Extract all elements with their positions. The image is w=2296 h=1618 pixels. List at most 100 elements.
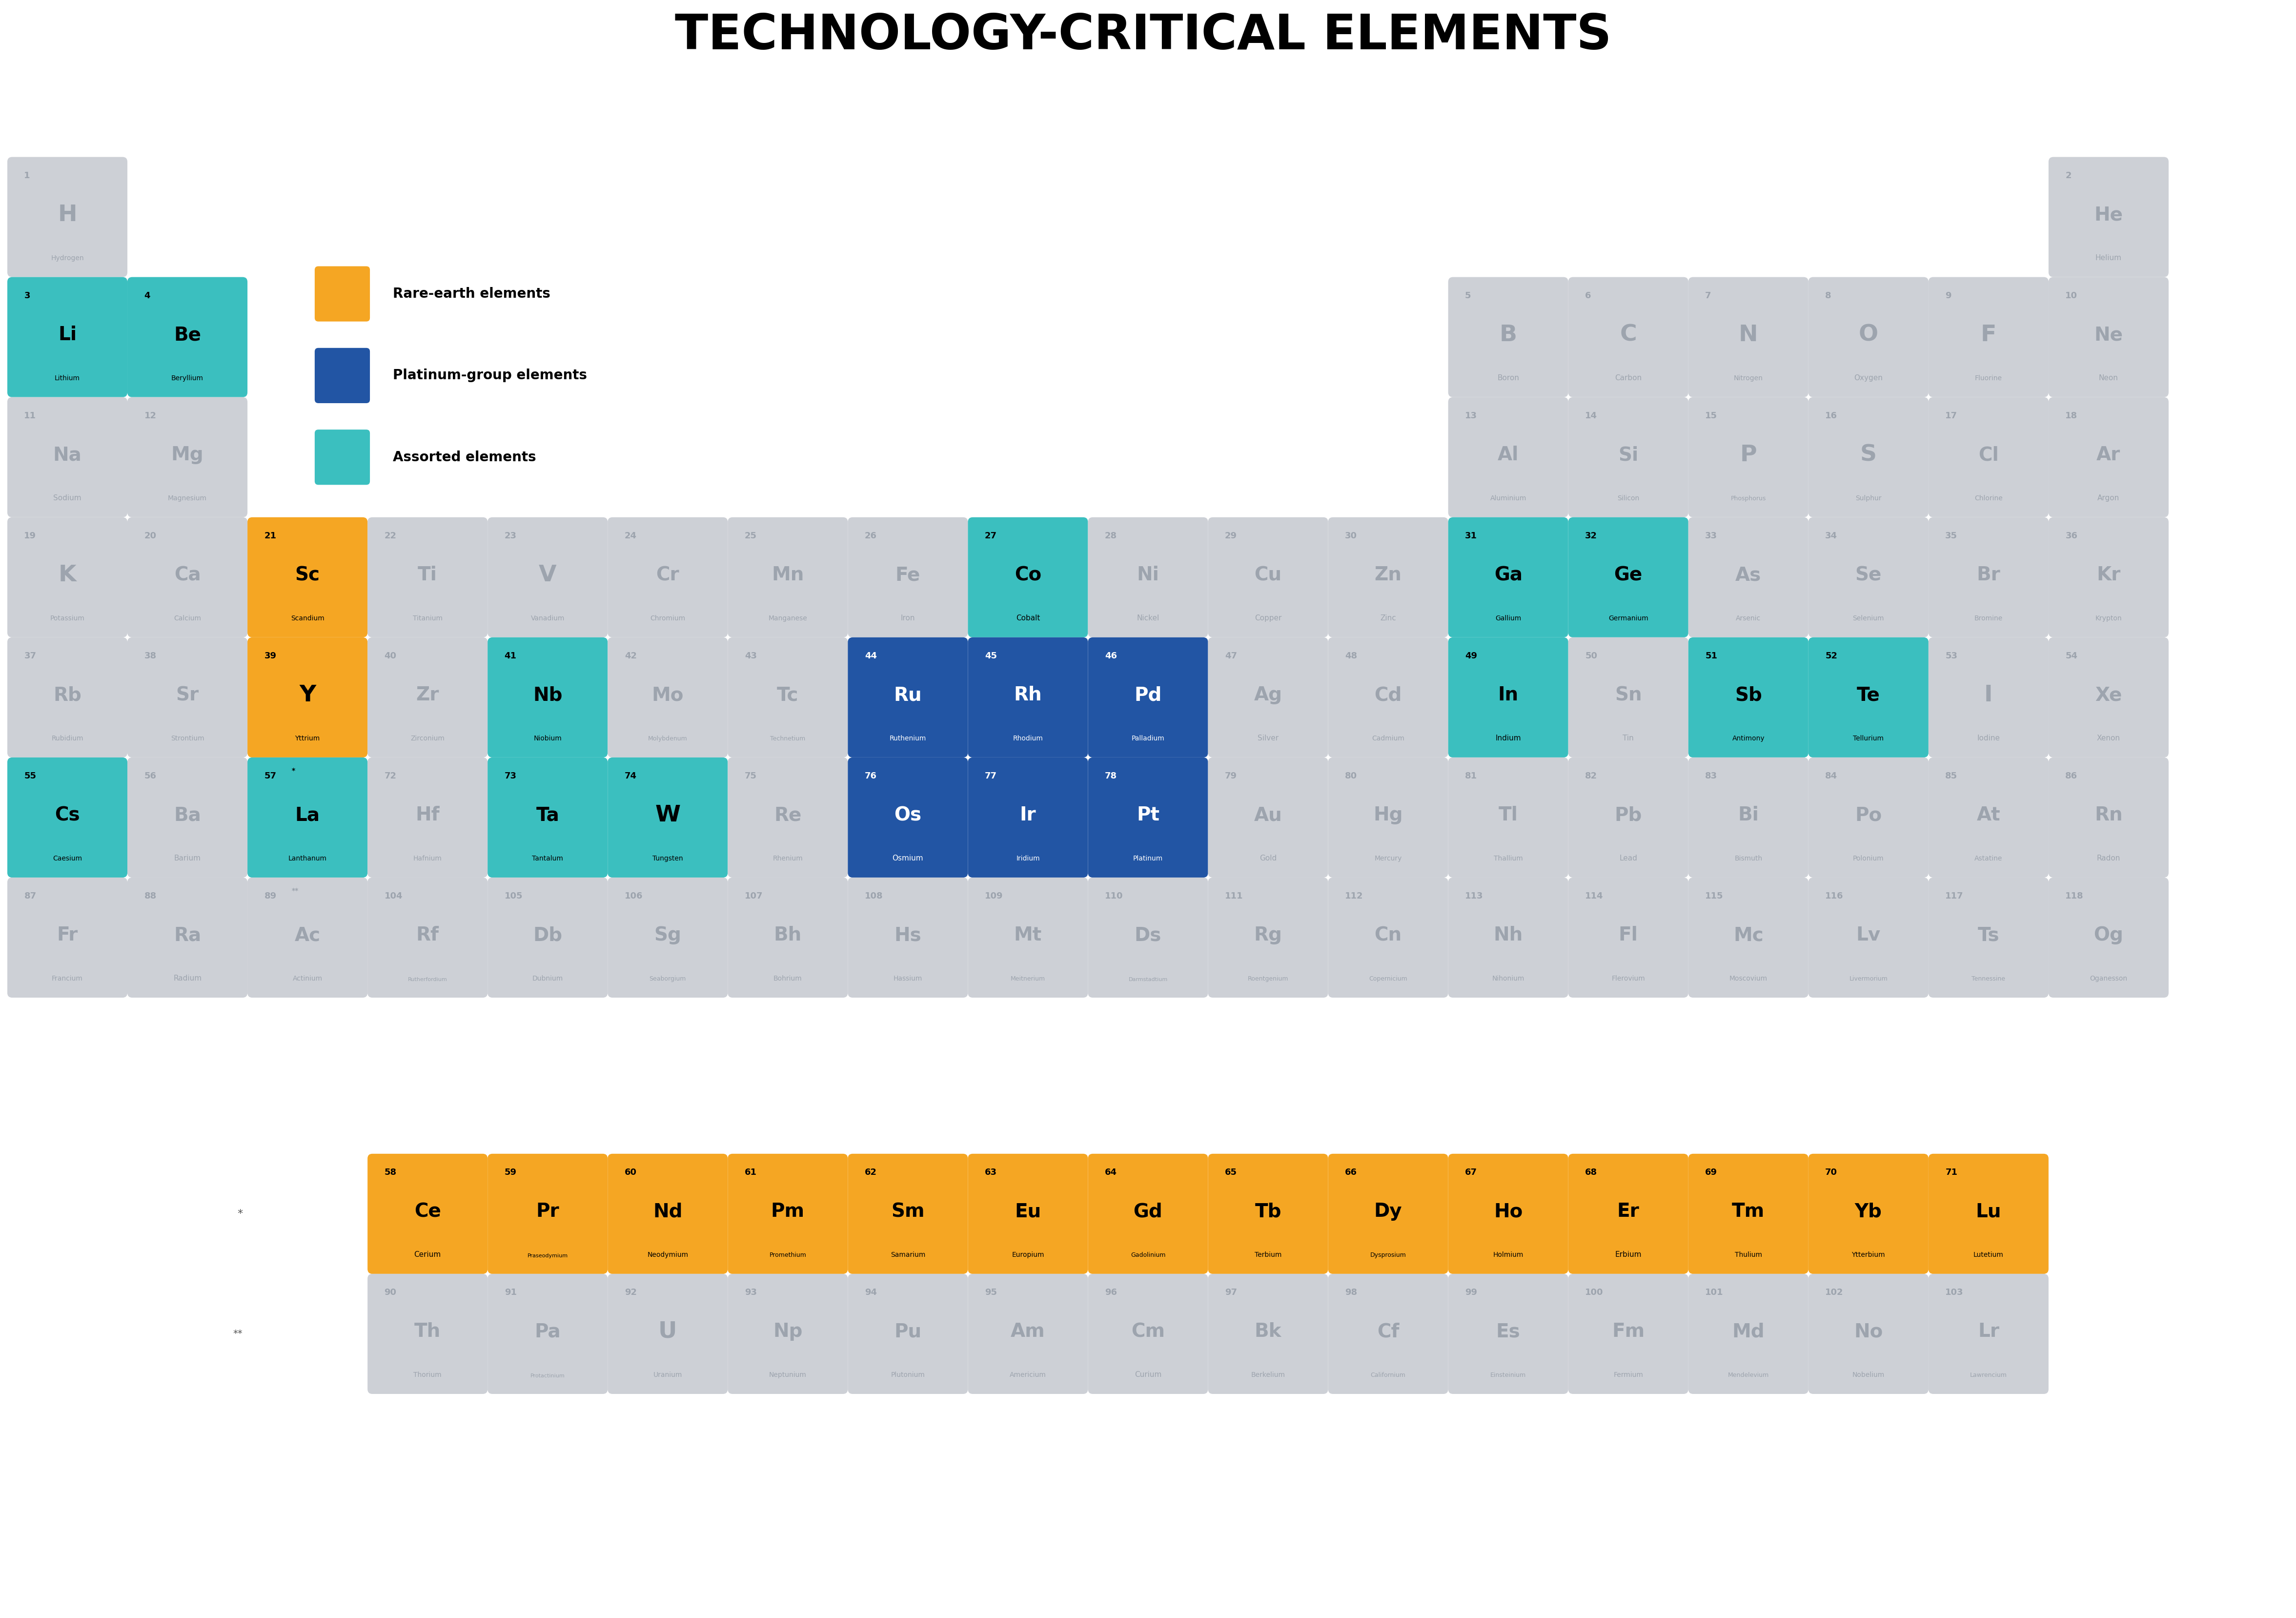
FancyBboxPatch shape [1929,1154,2048,1273]
FancyBboxPatch shape [126,877,248,998]
Text: Ta: Ta [535,806,560,825]
FancyBboxPatch shape [1327,757,1449,877]
FancyBboxPatch shape [1809,757,1929,877]
FancyBboxPatch shape [1929,1273,2048,1395]
Text: 33: 33 [1706,532,1717,540]
Text: Tin: Tin [1623,735,1635,741]
Text: Polonium: Polonium [1853,854,1885,862]
Text: Pa: Pa [535,1322,560,1341]
Text: 101: 101 [1706,1288,1724,1298]
Text: Erbium: Erbium [1614,1251,1642,1259]
Text: Zirconium: Zirconium [411,735,445,741]
Text: Nickel: Nickel [1137,615,1159,621]
FancyBboxPatch shape [1088,757,1208,877]
FancyBboxPatch shape [367,1154,487,1273]
Text: Ho: Ho [1495,1202,1522,1222]
FancyBboxPatch shape [2048,518,2170,637]
Text: Francium: Francium [53,976,83,982]
FancyBboxPatch shape [248,877,367,998]
FancyBboxPatch shape [1809,877,1929,998]
Text: 17: 17 [1945,411,1958,421]
Text: Nitrogen: Nitrogen [1733,375,1763,382]
FancyBboxPatch shape [1929,637,2048,757]
FancyBboxPatch shape [1568,757,1688,877]
Text: *: * [292,767,296,773]
Text: 93: 93 [744,1288,758,1298]
Text: 66: 66 [1345,1168,1357,1176]
Text: Yttrium: Yttrium [294,735,319,741]
Text: Se: Se [1855,566,1883,584]
FancyBboxPatch shape [1449,757,1568,877]
Text: Boron: Boron [1497,374,1520,382]
Text: Er: Er [1616,1202,1639,1222]
Text: Ga: Ga [1495,566,1522,584]
Text: 110: 110 [1104,892,1123,901]
Text: Potassium: Potassium [51,615,85,621]
FancyBboxPatch shape [728,1273,847,1395]
FancyBboxPatch shape [1568,396,1688,518]
Text: Fr: Fr [57,925,78,945]
Text: 50: 50 [1584,652,1598,660]
Text: Praseodymium: Praseodymium [528,1254,567,1259]
Text: Sg: Sg [654,925,682,945]
Text: Rg: Rg [1254,925,1281,945]
Text: Rutherfordium: Rutherfordium [409,977,448,982]
Text: Ti: Ti [418,566,436,584]
FancyBboxPatch shape [1568,1273,1688,1395]
Text: Iodine: Iodine [1977,735,2000,741]
Text: Californium: Californium [1371,1372,1405,1379]
Text: 75: 75 [744,772,758,780]
FancyBboxPatch shape [1208,637,1327,757]
Text: Ar: Ar [2096,445,2122,464]
FancyBboxPatch shape [1327,1273,1449,1395]
Text: Rh: Rh [1015,686,1042,704]
Text: U: U [659,1320,677,1343]
Text: Thorium: Thorium [413,1372,441,1379]
Text: Es: Es [1497,1322,1520,1341]
Text: Osmium: Osmium [893,854,923,862]
Text: 102: 102 [1825,1288,1844,1298]
Text: Cu: Cu [1254,566,1281,584]
Text: Rhodium: Rhodium [1013,735,1042,741]
Text: Lv: Lv [1855,925,1880,945]
Text: Hafnium: Hafnium [413,854,441,862]
Text: 74: 74 [625,772,636,780]
Text: Tl: Tl [1499,806,1518,825]
Text: Fl: Fl [1619,925,1637,945]
Text: Arsenic: Arsenic [1736,615,1761,621]
FancyBboxPatch shape [1929,757,2048,877]
FancyBboxPatch shape [1929,877,2048,998]
Text: Cf: Cf [1378,1322,1398,1341]
Text: 77: 77 [985,772,996,780]
Text: 14: 14 [1584,411,1598,421]
Text: Assorted elements: Assorted elements [393,450,535,464]
Text: Gold: Gold [1261,854,1277,862]
Text: La: La [296,806,319,825]
Text: Pd: Pd [1134,686,1162,704]
FancyBboxPatch shape [1449,396,1568,518]
Text: Sb: Sb [1736,686,1761,704]
Text: 44: 44 [866,652,877,660]
Text: Hf: Hf [416,806,439,825]
Text: Sc: Sc [296,566,319,584]
Text: Cm: Cm [1132,1322,1164,1341]
Text: Antimony: Antimony [1731,735,1766,741]
Text: 6: 6 [1584,291,1591,301]
Text: Hydrogen: Hydrogen [51,254,85,262]
Text: 35: 35 [1945,532,1958,540]
Text: Meitnerium: Meitnerium [1010,976,1045,982]
Text: No: No [1853,1322,1883,1341]
Text: 11: 11 [25,411,37,421]
Text: Pm: Pm [771,1202,804,1222]
Text: Rare-earth elements: Rare-earth elements [393,286,551,301]
Text: Indium: Indium [1495,735,1520,741]
Text: Gadolinium: Gadolinium [1130,1252,1166,1259]
Text: Gd: Gd [1134,1202,1162,1222]
Text: Na: Na [53,445,83,464]
Text: Carbon: Carbon [1614,374,1642,382]
Text: 41: 41 [505,652,517,660]
FancyBboxPatch shape [847,637,969,757]
Text: 95: 95 [985,1288,996,1298]
FancyBboxPatch shape [847,1273,969,1395]
Text: Radon: Radon [2096,854,2122,862]
